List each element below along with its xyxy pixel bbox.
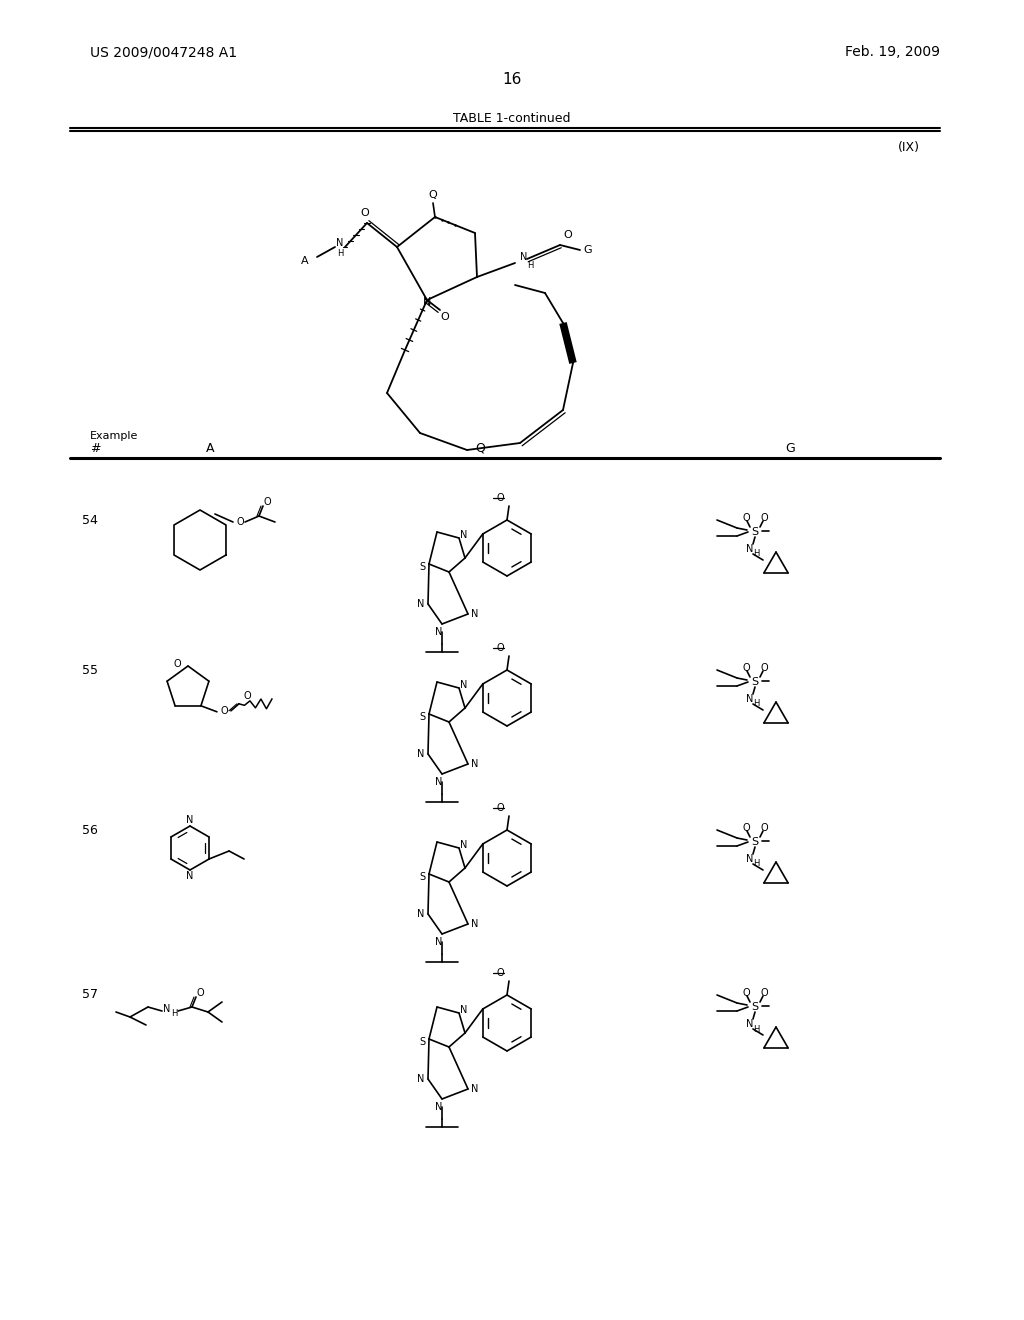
Text: O: O <box>497 492 504 503</box>
Text: G: G <box>584 246 592 255</box>
Text: A: A <box>206 441 214 454</box>
Text: N: N <box>418 909 425 919</box>
Text: N: N <box>435 627 442 638</box>
Text: S: S <box>419 711 425 722</box>
Text: N: N <box>746 694 754 704</box>
Text: Feb. 19, 2009: Feb. 19, 2009 <box>845 45 940 59</box>
Text: S: S <box>419 562 425 572</box>
Text: TABLE 1-continued: TABLE 1-continued <box>454 111 570 124</box>
Text: 57: 57 <box>82 989 98 1002</box>
Text: H: H <box>753 549 759 558</box>
Text: H: H <box>753 1024 759 1034</box>
Text: N: N <box>746 1019 754 1030</box>
Text: N: N <box>435 937 442 946</box>
Text: O: O <box>760 822 768 833</box>
Text: O: O <box>563 230 572 240</box>
Text: S: S <box>419 1038 425 1047</box>
Text: N: N <box>746 544 754 554</box>
Text: #: # <box>90 441 100 454</box>
Text: G: G <box>785 441 795 454</box>
Text: N: N <box>471 759 478 770</box>
Text: N: N <box>435 777 442 787</box>
Text: 55: 55 <box>82 664 98 676</box>
Text: N: N <box>418 599 425 609</box>
Text: N: N <box>435 1102 442 1111</box>
Text: (IX): (IX) <box>898 141 920 154</box>
Text: O: O <box>742 987 750 998</box>
Text: O: O <box>440 312 450 322</box>
Text: O: O <box>742 513 750 523</box>
Text: H: H <box>753 859 759 869</box>
Text: N: N <box>461 531 468 540</box>
Text: O: O <box>760 987 768 998</box>
Text: A: A <box>301 256 309 267</box>
Text: O: O <box>174 659 181 669</box>
Text: S: S <box>752 677 759 686</box>
Text: H: H <box>337 248 343 257</box>
Text: 56: 56 <box>82 824 98 837</box>
Text: O: O <box>497 643 504 653</box>
Text: S: S <box>419 873 425 882</box>
Text: N: N <box>471 1084 478 1094</box>
Text: N: N <box>461 680 468 690</box>
Text: 16: 16 <box>503 73 521 87</box>
Text: H: H <box>171 1010 177 1019</box>
Text: O: O <box>197 987 204 998</box>
Text: Q: Q <box>429 190 437 201</box>
Text: N: N <box>336 238 343 248</box>
Text: O: O <box>742 663 750 673</box>
Text: O: O <box>497 803 504 813</box>
Text: O: O <box>497 968 504 978</box>
Text: O: O <box>360 209 370 218</box>
Text: O: O <box>742 822 750 833</box>
Text: N: N <box>423 297 431 308</box>
Text: Q: Q <box>475 441 485 454</box>
Text: N: N <box>418 1074 425 1084</box>
Text: N: N <box>471 609 478 619</box>
Text: Example: Example <box>90 432 138 441</box>
Text: N: N <box>520 252 527 261</box>
Text: O: O <box>263 498 270 507</box>
Text: 54: 54 <box>82 513 98 527</box>
Text: N: N <box>746 854 754 865</box>
Text: O: O <box>220 706 227 715</box>
Text: O: O <box>243 690 251 701</box>
Text: N: N <box>186 814 194 825</box>
Text: N: N <box>186 871 194 880</box>
Text: US 2009/0047248 A1: US 2009/0047248 A1 <box>90 45 238 59</box>
Text: O: O <box>760 663 768 673</box>
Text: N: N <box>163 1005 171 1014</box>
Text: N: N <box>418 748 425 759</box>
Text: S: S <box>752 527 759 537</box>
Text: H: H <box>753 700 759 709</box>
Text: S: S <box>752 837 759 847</box>
Text: N: N <box>461 1005 468 1015</box>
Text: O: O <box>237 517 244 527</box>
Text: H: H <box>527 260 534 269</box>
Text: N: N <box>461 840 468 850</box>
Text: N: N <box>471 919 478 929</box>
Text: S: S <box>752 1002 759 1012</box>
Text: O: O <box>760 513 768 523</box>
